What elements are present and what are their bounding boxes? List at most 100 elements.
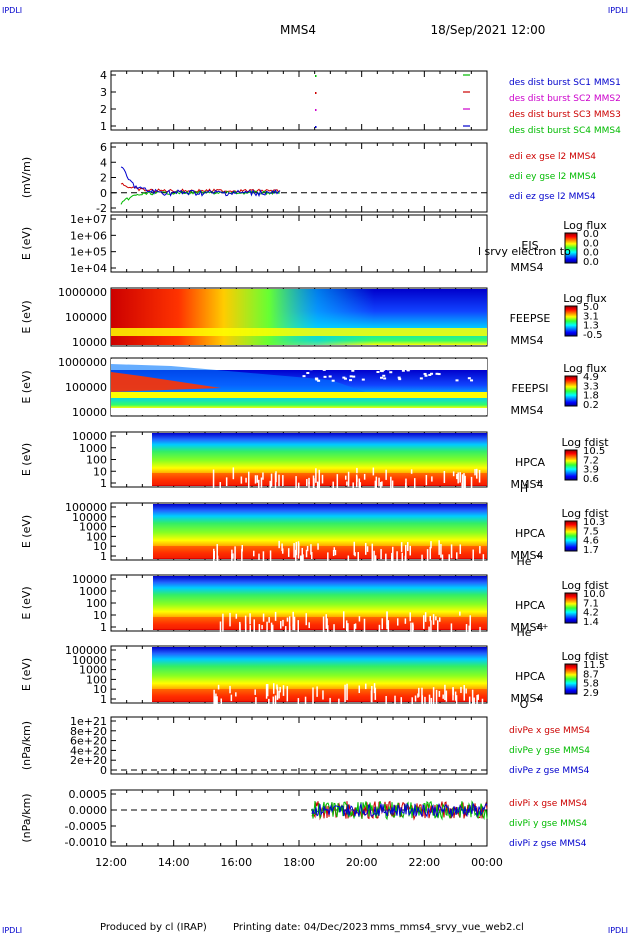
spectrogram-gap (431, 476, 433, 482)
spectrogram-gap (404, 618, 407, 624)
feepsi-speckle (382, 374, 386, 377)
plot-data-layer (111, 74, 578, 821)
spectrogram-gap (378, 624, 381, 633)
colorbar-tick-label: 2.9 (583, 688, 599, 699)
feepse-low-band (111, 328, 487, 336)
spectrogram-gap (254, 475, 257, 484)
spectrogram-gap (268, 617, 270, 623)
spectrogram-gap (354, 552, 356, 557)
spectrogram-gap (405, 482, 407, 491)
y-tick-label: 0.0005 (69, 788, 108, 801)
spectrogram-gap (213, 689, 215, 705)
spectrogram-gap (315, 468, 317, 483)
spacecraft-label: MMS4 (511, 261, 544, 274)
legend-entry: edi ex gse l2 MMS4 (509, 152, 596, 162)
spectrogram-gap (468, 696, 471, 705)
spectrogram-gap (430, 697, 433, 709)
spectrogram-gap (452, 471, 455, 477)
spectrogram-gap (235, 692, 237, 697)
spectrogram-gap (216, 544, 218, 561)
burst-point (315, 126, 317, 128)
feepsi-speckle (423, 372, 427, 375)
y-tick-label: -0.0010 (65, 836, 107, 849)
y-tick-label: 1 (100, 477, 107, 490)
spectrogram-gap (355, 474, 358, 488)
y-tick-label: 10000 (72, 654, 107, 667)
y-tick-label: 100 (86, 673, 107, 686)
spectrogram-gap (274, 695, 277, 706)
species-label: He (516, 555, 531, 568)
footer-printing-date: Printing date: 04/Dec/2023 (233, 922, 368, 933)
spectrogram-gap (464, 475, 466, 492)
spectrogram-gap (476, 468, 478, 479)
spectrogram-gap (295, 541, 298, 556)
spectrogram-gap (380, 549, 382, 560)
burst-point (315, 92, 317, 94)
spectrogram-gap (239, 623, 241, 639)
feepsi-speckle (419, 377, 423, 380)
species-charge: + (535, 694, 542, 703)
feepsi-speckle (314, 377, 318, 380)
colorbar-title: Log flux (563, 292, 607, 305)
page-datetime: 18/Sep/2021 12:00 (431, 23, 546, 37)
colorbar (564, 232, 578, 264)
spectrogram-gap (333, 547, 336, 552)
spectrogram-gap (225, 477, 228, 487)
spectrogram-gap (444, 684, 446, 701)
spectrogram-gap (266, 684, 269, 697)
spectrogram-gap (234, 546, 236, 563)
panel-divpe (110, 716, 488, 775)
instrument-label: HPCA (515, 527, 546, 540)
feepsi-speckle (424, 374, 428, 377)
spectrogram-gap (295, 476, 297, 490)
spectrogram-gap (387, 620, 390, 638)
spectrogram-gap (249, 613, 251, 625)
spectrogram-gap (245, 477, 247, 483)
spectrogram-gap (262, 551, 265, 570)
feepsi-speckle (413, 361, 417, 364)
spectrogram-gap (222, 613, 224, 632)
spectrogram-gap (270, 622, 273, 641)
corner-label-top-right: IPDLI (608, 6, 628, 15)
spectrogram-gap (353, 624, 356, 638)
spectrogram-gap (375, 476, 378, 493)
spectrogram-gap (471, 689, 474, 706)
spectrogram-gap (357, 552, 359, 563)
y-tick-label: 1000000 (58, 286, 107, 299)
spectrogram-gap (345, 620, 348, 632)
colorbar-tick-label: 0.0 (583, 238, 599, 249)
spectrogram-gap (281, 543, 283, 552)
panel-edi (110, 142, 488, 213)
colorbar-title: Log flux (563, 219, 607, 232)
y-tick-label: 6 (100, 141, 107, 154)
species-charge: + (535, 551, 542, 560)
species-label: H (520, 482, 528, 495)
feepsi-speckle (472, 366, 476, 369)
spectrogram-gap (318, 469, 321, 485)
feepsi-speckle (467, 377, 471, 380)
spectrogram-gap (274, 611, 277, 621)
feepsi-speckle (462, 365, 466, 368)
spectrogram-gap (476, 695, 478, 709)
spectrogram-gap (247, 471, 250, 490)
spectrogram-gap (297, 620, 299, 637)
panel-divpi (110, 789, 488, 847)
spectrogram-gap (352, 482, 354, 492)
spectrogram-gap (417, 693, 419, 698)
y-tick-label: 4 (100, 69, 107, 82)
spectrogram-gap (418, 687, 420, 697)
feepsi-speckle (406, 369, 410, 372)
y-tick-label: -0.0005 (65, 820, 107, 833)
colorbar (564, 375, 578, 407)
y-tick-label: 0.0000 (69, 804, 108, 817)
feepsi-speckle (382, 361, 386, 364)
feepsi-speckle (306, 372, 310, 375)
feepsi-speckle (389, 361, 393, 364)
spectrogram-gap (231, 554, 233, 567)
spectrogram-gap (325, 614, 327, 629)
instrument-label: HPCA (515, 456, 546, 469)
panel-frame (110, 142, 488, 213)
spectrogram-gap (292, 624, 294, 631)
colorbar-tick-label: 7.5 (583, 526, 599, 537)
colorbar-title: Log fdist (561, 650, 609, 663)
